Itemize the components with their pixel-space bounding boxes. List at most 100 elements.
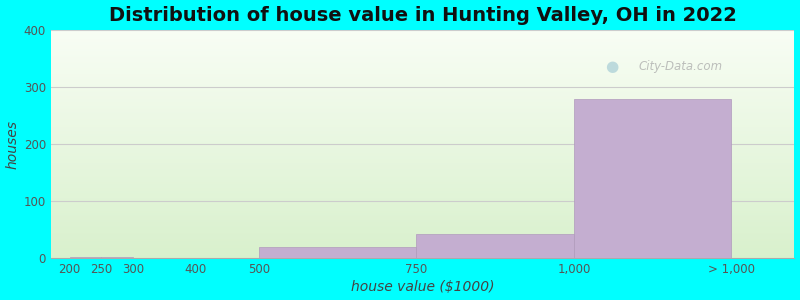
Bar <box>416 235 574 258</box>
Bar <box>51 94 794 95</box>
Bar <box>51 87 794 88</box>
Bar <box>51 97 794 98</box>
Bar <box>51 257 794 258</box>
Bar <box>51 206 794 207</box>
Bar <box>51 75 794 76</box>
Bar <box>51 37 794 38</box>
Bar <box>51 133 794 134</box>
Bar <box>51 217 794 218</box>
Bar <box>51 120 794 121</box>
Bar <box>51 111 794 112</box>
Bar <box>51 35 794 36</box>
Bar <box>51 142 794 143</box>
Bar <box>51 209 794 210</box>
Bar <box>51 147 794 148</box>
Bar <box>51 233 794 234</box>
Bar <box>51 239 794 240</box>
Bar <box>51 48 794 49</box>
Bar <box>51 34 794 35</box>
Bar <box>51 100 794 101</box>
Bar <box>51 115 794 116</box>
Bar <box>51 65 794 66</box>
Bar <box>51 122 794 123</box>
Bar <box>51 106 794 107</box>
Bar <box>51 39 794 40</box>
Bar <box>51 148 794 149</box>
Bar <box>51 77 794 78</box>
Bar <box>51 235 794 236</box>
Bar <box>51 251 794 252</box>
Bar <box>51 53 794 54</box>
Bar <box>51 72 794 73</box>
Bar <box>51 156 794 157</box>
Bar <box>51 172 794 173</box>
Bar <box>51 220 794 221</box>
Bar <box>51 231 794 232</box>
Bar <box>51 78 794 79</box>
Bar <box>51 232 794 233</box>
Bar <box>51 105 794 106</box>
Bar <box>51 137 794 138</box>
Bar <box>51 236 794 237</box>
Bar <box>51 189 794 190</box>
Bar <box>51 216 794 217</box>
Bar <box>51 254 794 255</box>
Bar <box>51 119 794 120</box>
Bar <box>51 69 794 70</box>
Bar <box>51 57 794 58</box>
Title: Distribution of house value in Hunting Valley, OH in 2022: Distribution of house value in Hunting V… <box>109 6 737 25</box>
Bar <box>51 146 794 147</box>
Bar <box>51 165 794 166</box>
Bar <box>51 234 794 235</box>
Bar <box>258 247 416 258</box>
Bar <box>51 153 794 154</box>
Bar <box>51 193 794 194</box>
Bar <box>51 221 794 222</box>
Bar <box>51 44 794 45</box>
Bar <box>51 89 794 90</box>
Bar <box>51 128 794 129</box>
Bar <box>51 155 794 156</box>
Bar <box>51 42 794 43</box>
Bar <box>51 223 794 224</box>
Bar <box>51 162 794 163</box>
Bar <box>51 150 794 151</box>
Bar <box>51 205 794 206</box>
Bar <box>51 88 794 89</box>
Bar <box>51 110 794 111</box>
Bar <box>51 169 794 170</box>
Bar <box>51 179 794 180</box>
Bar <box>51 158 794 159</box>
Bar <box>51 112 794 113</box>
Bar <box>51 167 794 168</box>
Bar <box>51 51 794 52</box>
Bar <box>51 68 794 69</box>
Bar <box>51 85 794 86</box>
Bar <box>51 31 794 32</box>
Bar <box>51 256 794 257</box>
Bar <box>51 160 794 161</box>
Bar <box>51 196 794 197</box>
Bar <box>51 186 794 187</box>
Bar <box>51 185 794 186</box>
Bar <box>51 95 794 96</box>
Bar <box>51 82 794 83</box>
Bar <box>51 91 794 92</box>
Bar <box>51 131 794 132</box>
Bar <box>51 118 794 119</box>
Bar <box>51 71 794 72</box>
Bar <box>51 62 794 63</box>
Bar <box>51 208 794 209</box>
Bar <box>51 253 794 254</box>
Bar <box>51 116 794 117</box>
Bar <box>51 149 794 150</box>
Bar <box>51 132 794 133</box>
Bar <box>51 56 794 57</box>
Bar <box>51 182 794 183</box>
Bar <box>51 191 794 192</box>
Bar <box>51 218 794 219</box>
Bar <box>51 214 794 215</box>
Bar <box>51 145 794 146</box>
Bar <box>51 80 794 81</box>
Bar <box>51 61 794 62</box>
